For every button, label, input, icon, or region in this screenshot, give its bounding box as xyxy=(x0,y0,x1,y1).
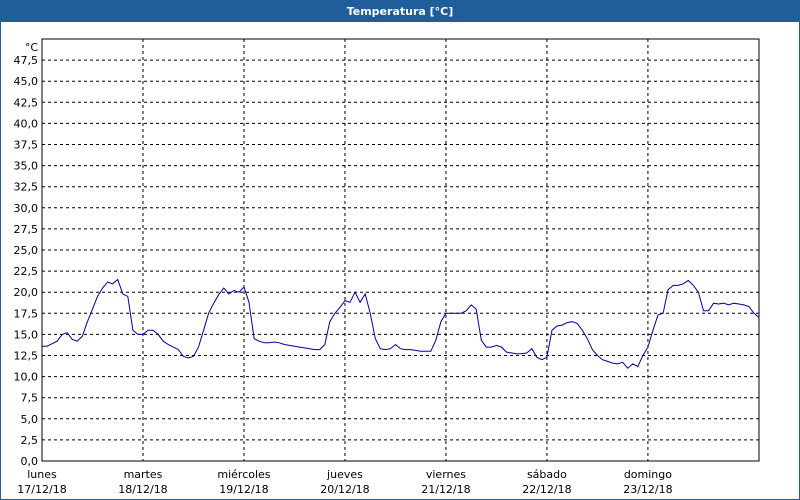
x-tick-day: domingo xyxy=(624,468,672,481)
y-tick-label: 25,0 xyxy=(14,244,39,257)
y-tick-label: 27,5 xyxy=(14,223,39,236)
x-tick-date: 20/12/18 xyxy=(320,483,369,496)
y-tick-label: 12,5 xyxy=(14,350,39,363)
y-tick-label: 40,0 xyxy=(14,117,39,130)
x-tick-day: sábado xyxy=(527,468,567,481)
x-tick-day: viernes xyxy=(426,468,466,481)
series-line-temperature xyxy=(42,278,760,369)
y-tick-label: 35,0 xyxy=(14,160,39,173)
x-tick-date: 18/12/18 xyxy=(118,483,167,496)
x-tick-date: 23/12/18 xyxy=(623,483,672,496)
temperature-chart: 0,0 2,5 5,0 7,5 10,0 12,5 15,0 17,5 20,0 22,5 25,0… xyxy=(14,38,760,496)
y-tick-label: 42,5 xyxy=(14,96,39,109)
y-tick-label: 17,5 xyxy=(14,307,39,320)
x-tick-day: miércoles xyxy=(217,468,270,481)
y-tick-label: 20,0 xyxy=(14,286,39,299)
y-tick-label: 10,0 xyxy=(14,371,39,384)
y-tick-label: 2,5 xyxy=(21,434,39,447)
y-tick-label: 30,0 xyxy=(14,202,39,215)
window-title: Temperatura [°C] xyxy=(1,1,799,22)
y-tick-label: 15,0 xyxy=(14,328,39,341)
y-tick-label: 22,5 xyxy=(14,265,39,278)
y-tick-label: 0,0 xyxy=(21,455,39,468)
y-tick-label: 47,5 xyxy=(14,54,39,67)
y-tick-label: 5,0 xyxy=(21,413,39,426)
x-tick-date: 21/12/18 xyxy=(421,483,470,496)
y-tick-label: 7,5 xyxy=(21,392,39,405)
x-tick-day: lunes xyxy=(27,468,57,481)
plot-frame xyxy=(41,38,760,462)
x-tick-day: martes xyxy=(124,468,163,481)
y-tick-label: 45,0 xyxy=(14,75,39,88)
x-tick-date: 17/12/18 xyxy=(17,483,66,496)
y-tick-label: 32,5 xyxy=(14,181,39,194)
x-tick-date: 22/12/18 xyxy=(522,483,571,496)
x-tick-date: 19/12/18 xyxy=(219,483,268,496)
x-tick-day: jueves xyxy=(326,468,363,481)
y-axis-unit: °C xyxy=(25,41,39,54)
y-tick-label: 37,5 xyxy=(14,139,39,152)
